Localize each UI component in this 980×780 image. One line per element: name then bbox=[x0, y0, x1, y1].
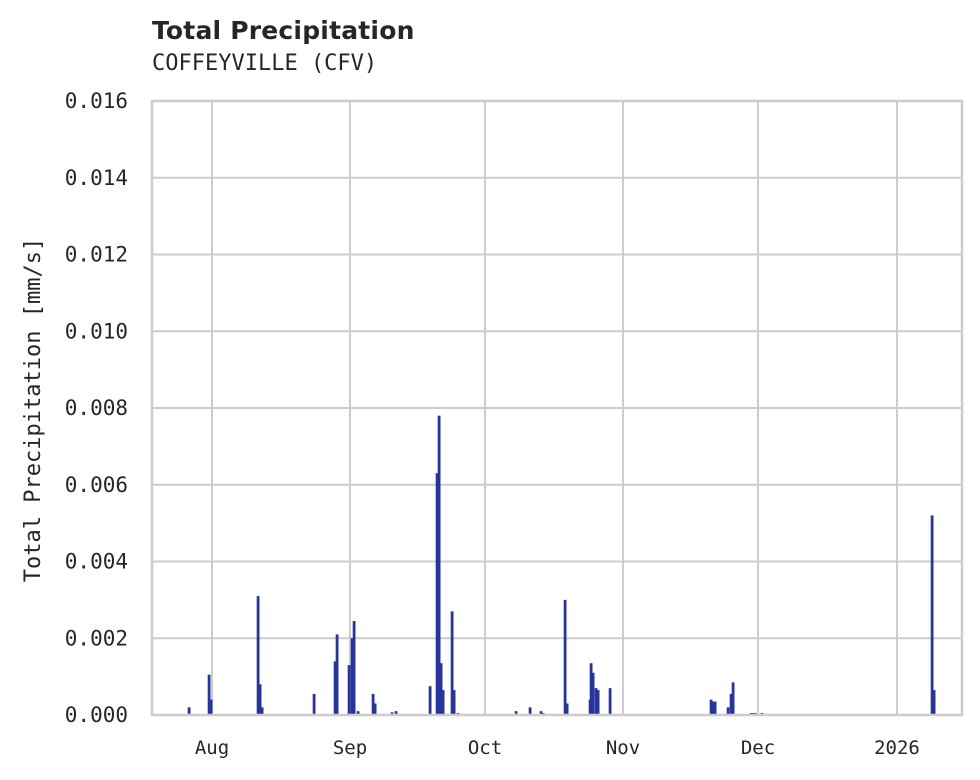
x-tick-label: Aug bbox=[195, 737, 229, 759]
precip-bar bbox=[528, 707, 532, 715]
precip-bar bbox=[711, 701, 715, 715]
precip-bar bbox=[596, 690, 600, 715]
x-tick-label: Nov bbox=[606, 737, 640, 759]
precip-bar bbox=[726, 707, 730, 715]
precip-bar bbox=[350, 638, 354, 715]
precip-bar bbox=[256, 596, 260, 715]
precip-bar bbox=[373, 703, 377, 715]
precip-bar bbox=[439, 663, 443, 715]
precip-bar bbox=[709, 699, 713, 715]
x-tick-label: 2026 bbox=[874, 737, 920, 759]
precip-bar bbox=[394, 711, 398, 715]
x-tick-label: Sep bbox=[333, 737, 367, 759]
precip-bar bbox=[450, 611, 454, 715]
precip-bar bbox=[565, 703, 569, 715]
precip-bar bbox=[932, 690, 936, 715]
precip-bar bbox=[589, 663, 593, 715]
grid-lines bbox=[152, 100, 962, 716]
precip-bar bbox=[187, 707, 191, 715]
chart-title: Total Precipitation bbox=[152, 16, 415, 45]
precip-bar bbox=[333, 661, 337, 715]
chart-subtitle: COFFEYVILLE (CFV) bbox=[152, 51, 378, 76]
x-tick-label: Dec bbox=[741, 737, 775, 759]
precip-bar bbox=[514, 711, 518, 715]
precip-bar bbox=[563, 599, 567, 715]
precip-bar bbox=[428, 686, 432, 715]
precip-bar bbox=[441, 690, 445, 715]
precip-bar bbox=[335, 634, 339, 715]
y-tick-label: 0.008 bbox=[65, 396, 128, 420]
y-tick-label: 0.010 bbox=[65, 319, 128, 343]
precip-bar bbox=[356, 711, 360, 715]
precip-bar bbox=[347, 665, 351, 715]
y-tick-label: 0.004 bbox=[65, 550, 128, 574]
plot-frame bbox=[150, 99, 964, 717]
precip-bar bbox=[260, 707, 264, 715]
y-tick-label: 0.002 bbox=[65, 626, 128, 650]
y-tick-label: 0.000 bbox=[65, 703, 128, 727]
x-axis-ticks: Aug Sep Oct Nov Dec 2026 bbox=[195, 737, 920, 759]
precip-bar bbox=[608, 688, 612, 715]
precip-bar bbox=[930, 515, 934, 715]
y-axis-ticks: 0.000 0.002 0.004 0.006 0.008 0.010 0.012 0.014… bbox=[65, 89, 128, 727]
y-axis-label: Total Precipitation [mm/s] bbox=[21, 238, 46, 582]
precip-bar bbox=[258, 684, 262, 715]
precip-bar bbox=[312, 693, 316, 715]
y-tick-label: 0.012 bbox=[65, 243, 128, 267]
x-tick-label: Oct bbox=[468, 737, 502, 759]
precip-bar bbox=[713, 701, 717, 715]
precip-bar bbox=[435, 473, 439, 715]
y-tick-label: 0.014 bbox=[65, 166, 128, 190]
bar-series bbox=[187, 415, 936, 715]
y-tick-label: 0.016 bbox=[65, 89, 128, 113]
precip-bar bbox=[390, 712, 394, 715]
precip-bar bbox=[729, 693, 733, 715]
precip-bar bbox=[207, 674, 211, 715]
precip-bar bbox=[591, 672, 595, 715]
y-tick-label: 0.006 bbox=[65, 473, 128, 497]
precip-bar bbox=[539, 711, 543, 715]
precip-bar bbox=[209, 699, 213, 715]
precip-bar bbox=[371, 693, 375, 715]
precip-bar bbox=[594, 688, 598, 715]
precip-bar bbox=[731, 682, 735, 715]
precip-bar bbox=[437, 415, 441, 715]
precip-bar bbox=[452, 690, 456, 715]
precip-bar bbox=[352, 620, 356, 715]
